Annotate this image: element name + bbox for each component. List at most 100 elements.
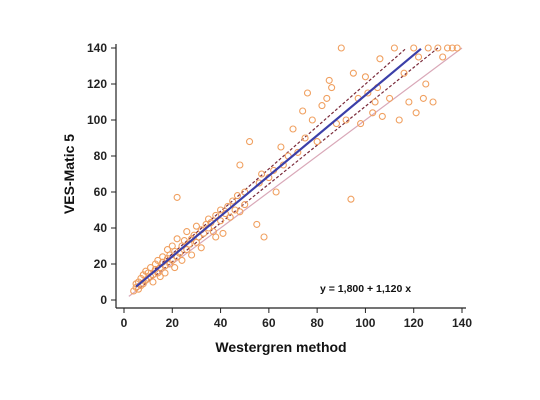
data-point <box>258 170 266 178</box>
data-point <box>147 264 155 272</box>
data-point <box>255 179 263 187</box>
data-point <box>318 102 326 110</box>
data-point <box>303 89 312 97</box>
data-point <box>226 213 234 221</box>
data-point <box>159 253 167 261</box>
data-point <box>188 251 196 259</box>
x-tick-label: 120 <box>404 316 424 330</box>
data-point <box>180 237 188 245</box>
data-point <box>233 192 242 200</box>
data-point <box>369 109 377 117</box>
data-point <box>429 98 437 106</box>
data-point <box>412 109 420 117</box>
data-point <box>231 206 239 214</box>
y-tick-label: 20 <box>94 257 108 271</box>
data-point <box>245 138 254 146</box>
data-point <box>212 233 220 241</box>
data-point <box>422 80 430 88</box>
data-point <box>219 229 227 237</box>
data-point <box>424 44 432 52</box>
data-point <box>453 44 461 52</box>
data-point <box>439 53 447 61</box>
regression-line <box>135 47 422 288</box>
data-point <box>378 112 386 120</box>
data-point <box>313 138 321 146</box>
data-point <box>277 143 285 151</box>
y-tick-label: 0 <box>100 293 107 307</box>
x-axis-title: Westergren method <box>215 339 346 355</box>
x-tick-label: 80 <box>310 316 324 330</box>
data-point <box>192 222 200 230</box>
y-axis-title: VES-Matic 5 <box>61 134 77 214</box>
data-point <box>217 206 225 214</box>
data-point <box>241 201 249 209</box>
data-point <box>342 116 350 124</box>
data-point <box>376 55 384 63</box>
data-point <box>434 44 442 52</box>
data-point <box>183 228 191 236</box>
data-point <box>405 98 413 106</box>
data-point <box>161 269 169 277</box>
confidence-lines-layer <box>135 47 439 292</box>
y-tick-label: 60 <box>94 185 108 199</box>
data-point <box>272 188 280 196</box>
x-tick-label: 100 <box>355 316 375 330</box>
data-point <box>154 256 162 264</box>
data-point <box>301 134 309 142</box>
data-point <box>253 220 261 228</box>
data-point <box>325 76 333 84</box>
x-tick-label: 60 <box>262 316 276 330</box>
data-point <box>400 69 408 77</box>
points-layer <box>130 44 461 295</box>
y-tick-label: 140 <box>87 41 107 55</box>
y-tick-label: 120 <box>87 77 107 91</box>
data-point <box>410 44 418 52</box>
data-point <box>299 107 307 115</box>
data-point <box>386 94 394 102</box>
data-point <box>149 278 157 286</box>
x-tick-label: 40 <box>214 316 228 330</box>
y-tick-label: 40 <box>94 221 108 235</box>
data-point <box>357 120 365 128</box>
data-point <box>328 84 336 92</box>
data-point <box>414 53 423 61</box>
confidence-line-1 <box>135 47 407 287</box>
y-tick-label: 100 <box>87 113 107 127</box>
data-point <box>323 94 331 102</box>
data-point <box>236 208 244 216</box>
data-point <box>443 44 452 52</box>
data-point <box>173 193 181 201</box>
data-point <box>156 273 164 281</box>
x-tick-label: 140 <box>452 316 472 330</box>
data-point <box>229 197 237 205</box>
data-point <box>419 94 427 102</box>
ticks-layer: 0 20 40 60 80 100 120 140 0 20 40 60 80 100 120 140 <box>87 41 472 330</box>
confidence-line-2 <box>135 47 439 292</box>
data-point <box>395 116 403 124</box>
data-point <box>236 161 244 169</box>
data-point <box>349 69 357 77</box>
data-point <box>390 44 398 52</box>
data-point <box>337 44 345 52</box>
data-point <box>197 244 205 252</box>
data-point <box>448 44 456 52</box>
data-point <box>173 235 181 243</box>
y-tick-label: 80 <box>94 149 108 163</box>
identity-line-layer <box>128 47 463 297</box>
regression-line-layer <box>135 47 422 288</box>
data-point <box>347 195 355 203</box>
data-point <box>308 116 316 124</box>
x-tick-label: 20 <box>166 316 180 330</box>
regression-equation: y = 1,800 + 1,120 x <box>320 283 411 295</box>
x-tick-label: 0 <box>121 316 128 330</box>
data-point <box>371 98 379 106</box>
data-point <box>361 73 369 81</box>
data-point <box>217 217 225 225</box>
data-point <box>289 125 297 133</box>
data-point <box>178 256 186 264</box>
identity-line <box>128 47 463 297</box>
data-point <box>171 264 179 272</box>
data-point <box>294 148 302 156</box>
data-point <box>364 89 372 97</box>
